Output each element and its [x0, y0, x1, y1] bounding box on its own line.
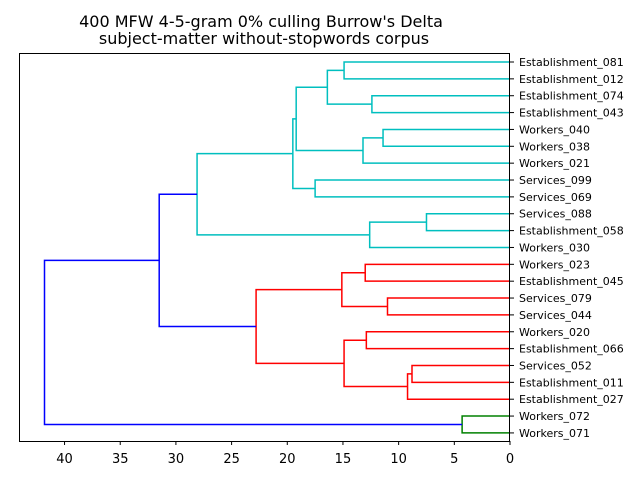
x-tick-label: 30 — [168, 452, 185, 467]
dendrogram-link — [295, 86, 363, 152]
leaf-label: Establishment_043 — [519, 107, 624, 120]
leaf-label: Workers_038 — [519, 140, 590, 153]
leaf-label: Services_088 — [519, 208, 592, 221]
dendrogram-links — [43, 61, 510, 434]
leaf-label: Workers_030 — [519, 241, 590, 254]
leaf-label: Services_052 — [519, 359, 592, 372]
leaf-label: Establishment_066 — [519, 343, 624, 356]
leaf-label: Workers_071 — [519, 427, 590, 440]
dendrogram-link — [425, 212, 510, 232]
leaf-label: Establishment_011 — [519, 376, 624, 389]
x-tick-label: 15 — [335, 452, 352, 467]
dendrogram-link — [406, 373, 510, 400]
dendrogram-link — [411, 364, 510, 384]
x-tick-label: 20 — [279, 452, 296, 467]
dendrogram-link — [382, 128, 510, 148]
dendrogram-link — [158, 193, 257, 328]
dendrogram-link — [255, 288, 345, 365]
dendrogram-link — [326, 69, 372, 105]
leaf-label: Services_069 — [519, 191, 592, 204]
dendrogram-link — [314, 179, 510, 198]
x-tick-label: 35 — [112, 452, 129, 467]
leaf-label: Establishment_081 — [519, 56, 624, 69]
leaf-label: Workers_021 — [519, 157, 590, 170]
dendrogram-link — [196, 152, 370, 236]
dendrogram-link — [341, 272, 388, 308]
leaf-label: Establishment_045 — [519, 275, 624, 288]
leaf-label: Establishment_074 — [519, 90, 624, 103]
dendrogram-link — [461, 415, 510, 434]
dendrogram-link — [343, 339, 408, 388]
dendrogram-link — [362, 137, 510, 164]
leaf-label: Services_099 — [519, 174, 592, 187]
x-tick-label: 10 — [390, 452, 407, 467]
leaf-labels: Establishment_081 Establishment_012 Establ… — [510, 56, 624, 440]
plot-frame — [19, 53, 510, 442]
leaf-label: Services_044 — [519, 309, 592, 322]
leaf-label: Establishment_027 — [519, 393, 624, 406]
dendrogram-link — [343, 61, 510, 80]
dendrogram-link — [371, 94, 510, 114]
chart-title-line2: subject-matter without-stopwords corpus — [99, 29, 429, 48]
dendrogram-link — [292, 118, 316, 190]
leaf-label: Establishment_058 — [519, 225, 624, 238]
leaf-label: Establishment_012 — [519, 73, 624, 86]
chart-title-line1: 400 MFW 4-5-gram 0% culling Burrow's Del… — [79, 12, 443, 31]
x-tick-label: 40 — [56, 452, 73, 467]
leaf-label: Workers_023 — [519, 258, 590, 271]
x-tick-label: 25 — [223, 452, 240, 467]
dendrogram-link — [368, 221, 510, 249]
x-tick-label: 5 — [450, 452, 458, 467]
leaf-label: Services_079 — [519, 292, 592, 305]
dendrogram-link — [365, 331, 510, 350]
x-tick-label: 0 — [506, 452, 514, 467]
leaf-label: Workers_020 — [519, 326, 590, 339]
dendrogram-link — [386, 297, 510, 316]
dendrogram-link — [364, 263, 510, 282]
x-axis: 40 35 30 25 20 15 10 5 0 — [56, 441, 514, 467]
leaf-label: Workers_072 — [519, 410, 590, 423]
leaf-label: Workers_040 — [519, 123, 590, 136]
dendrogram-link — [43, 259, 463, 426]
